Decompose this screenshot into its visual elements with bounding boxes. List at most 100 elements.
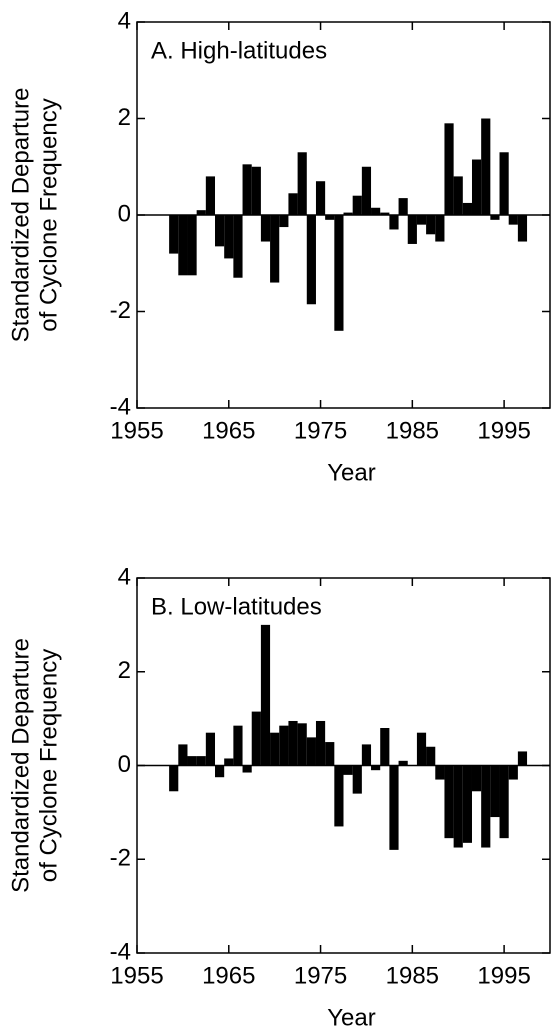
bar — [196, 756, 206, 766]
bar — [517, 215, 528, 242]
y-tick-label: 4 — [118, 7, 131, 34]
bar — [242, 765, 252, 773]
y-tick-label: -4 — [110, 393, 131, 420]
bar — [426, 215, 436, 235]
bar — [270, 215, 280, 283]
bar — [343, 212, 353, 215]
bar — [178, 215, 188, 276]
bar — [288, 193, 298, 215]
bar — [279, 725, 289, 766]
bar — [398, 760, 408, 766]
panel: -4 -2 0 2 4 1955 1965 1975 1985 1995 A. High-latit… — [7, 7, 551, 486]
bar — [444, 765, 454, 839]
bar — [224, 758, 234, 766]
bar — [325, 742, 335, 766]
bar — [380, 728, 390, 766]
bar — [242, 164, 252, 215]
bar — [196, 210, 206, 215]
x-axis-label: Year — [327, 459, 376, 486]
bar — [215, 765, 225, 778]
y-axis-label: of Cyclone Frequency — [35, 649, 62, 882]
y-tick-label: -2 — [110, 297, 131, 324]
bar — [371, 765, 381, 771]
bar — [435, 765, 445, 780]
bar — [306, 215, 316, 305]
bar — [490, 215, 500, 220]
bar — [361, 166, 372, 215]
bar — [233, 725, 243, 766]
y-axis-label: Standardized Departure — [7, 638, 34, 893]
y-axis-label: Standardized Departure — [7, 88, 34, 343]
panel: -4 -2 0 2 4 1955 1965 1975 1985 1995 B. Low-latitu… — [7, 563, 551, 1031]
y-tick-label: 2 — [118, 104, 131, 131]
bar — [343, 765, 353, 775]
bar — [224, 215, 234, 259]
bar — [389, 765, 399, 850]
bar — [352, 195, 362, 215]
bar — [169, 765, 179, 792]
x-tick-label: 1985 — [386, 417, 439, 444]
bar — [499, 765, 509, 839]
bar — [205, 176, 216, 215]
bar — [453, 765, 463, 848]
bar — [334, 765, 344, 827]
y-tick-label: 0 — [118, 200, 131, 227]
bar — [462, 765, 472, 843]
bar — [178, 744, 188, 766]
x-tick-label: 1965 — [202, 417, 255, 444]
x-tick-label: 1995 — [477, 417, 530, 444]
bar — [471, 765, 482, 792]
bar — [270, 732, 280, 766]
bar — [398, 198, 408, 215]
x-axis-label: Year — [327, 1004, 376, 1031]
bar — [416, 215, 427, 225]
bar — [444, 123, 454, 215]
bar — [453, 176, 463, 215]
bar — [297, 723, 307, 766]
y-tick-label: -2 — [110, 845, 131, 872]
x-tick-label: 1975 — [294, 962, 347, 989]
annotation: A. High-latitudes — [151, 37, 327, 64]
bar — [371, 207, 381, 215]
bar — [481, 765, 491, 848]
bar — [187, 215, 197, 276]
bar — [352, 765, 362, 794]
bar — [389, 215, 399, 230]
bar — [279, 215, 289, 228]
y-axis-label: of Cyclone Frequency — [35, 98, 62, 331]
y-tick-label: -4 — [110, 938, 131, 965]
x-tick-label: 1985 — [386, 962, 439, 989]
bar — [251, 711, 261, 766]
bar — [315, 181, 326, 215]
y-tick-label: 0 — [118, 751, 131, 778]
bar — [416, 732, 427, 766]
y-tick-label: 2 — [118, 657, 131, 684]
bar — [233, 215, 243, 278]
bar — [297, 152, 307, 215]
bar — [334, 215, 344, 331]
bar — [325, 215, 335, 220]
bar — [288, 720, 298, 766]
bar — [251, 166, 261, 215]
bar — [508, 765, 518, 780]
bar — [426, 746, 436, 766]
x-tick-label: 1955 — [110, 417, 163, 444]
x-tick-label: 1975 — [294, 417, 347, 444]
bar — [260, 624, 271, 766]
bar — [407, 215, 417, 244]
bar — [499, 152, 509, 215]
bar — [481, 118, 491, 215]
x-tick-label: 1955 — [110, 962, 163, 989]
y-tick-label: 4 — [118, 563, 131, 590]
annotation: B. Low-latitudes — [151, 593, 322, 620]
bar — [187, 756, 197, 766]
bar — [361, 744, 372, 766]
bar — [215, 215, 225, 247]
bar — [260, 215, 271, 242]
bar — [508, 215, 518, 225]
bar — [462, 202, 472, 215]
bar — [380, 212, 390, 215]
bar — [490, 765, 500, 818]
bar — [306, 737, 316, 766]
